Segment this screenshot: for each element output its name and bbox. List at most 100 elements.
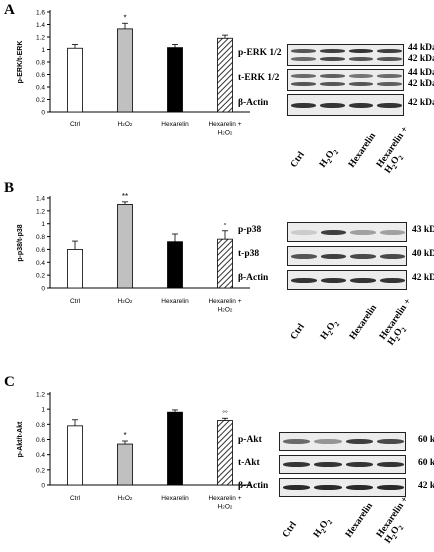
blot-strip xyxy=(279,478,406,497)
bar-3 xyxy=(167,241,183,289)
akt-bar-chart: 0 0.2 0.4 0.6 0.8 1 1.2 p-Akt/t-Akt Ctrl * H2O2 Hex… xyxy=(17,392,250,511)
category-label: Hexarelin xyxy=(161,121,189,128)
bar-4 xyxy=(217,238,233,289)
y-tick-label: 1.2 xyxy=(36,392,45,399)
blot-row-label: β-Actin xyxy=(238,98,269,108)
bar-3 xyxy=(167,47,183,113)
significance-mark: ° xyxy=(224,222,227,230)
y-tick-label: 1.6 xyxy=(36,10,45,17)
category-label: Ctrl xyxy=(70,495,81,502)
significance-mark: °° xyxy=(222,409,228,417)
kda-label: 44 kDa xyxy=(408,68,434,78)
panel-a: A 0 0.2 0.4 0.6 0.8 1 1.2 1.4 1.6 p-ERK/t-ERK Ctrl… xyxy=(0,0,434,180)
lane-label: Hexarelin + H2O2 xyxy=(374,494,411,546)
y-axis-label: p-ERK/t-ERK xyxy=(17,41,24,84)
kda-label: 43 kDa xyxy=(412,225,434,235)
category-label: Hexarelin + H2O2 xyxy=(208,121,241,137)
blot-band xyxy=(291,81,316,86)
blot-band xyxy=(379,229,405,235)
blot-strip xyxy=(279,432,406,451)
category-label: H2O2 xyxy=(118,495,133,502)
blot-band xyxy=(320,277,346,283)
bar-2 xyxy=(117,443,133,486)
blot-band xyxy=(379,253,405,259)
y-tick-label: 1.4 xyxy=(36,22,45,29)
y-tick-label: 0.6 xyxy=(36,247,45,254)
p38-western-blot: p-p38 43 kDa t-p38 40 kDa β-Actin 42 kDa Ctrl H… xyxy=(232,222,434,347)
category-label: Hexarelin + H2O2 xyxy=(208,298,241,314)
blot-row-label: p-ERK 1/2 xyxy=(238,48,282,58)
y-tick-label: 1 xyxy=(41,407,45,414)
blot-band xyxy=(377,56,402,61)
panel-letter: B xyxy=(4,180,15,196)
significance-mark: ** xyxy=(122,192,128,201)
y-tick-label: 1 xyxy=(41,47,45,54)
panel-b: B 0 0.2 0.4 0.6 0.8 1 1.2 1.4 p-p38/t-p38 Ctrl ** H… xyxy=(0,178,434,356)
blot-band xyxy=(377,49,402,53)
lane-label: Hexarelin + H2O2 xyxy=(375,124,411,176)
kda-label: 42 kDa xyxy=(408,98,434,108)
lane-label: Ctrl xyxy=(289,322,307,342)
bar-3 xyxy=(167,411,183,486)
blot-band xyxy=(379,277,405,283)
bar-4 xyxy=(217,420,233,486)
lane-label: Hexarelin xyxy=(343,501,375,540)
blot-band xyxy=(291,102,316,108)
blot-band xyxy=(348,56,374,61)
blot-row-label: p-p38 xyxy=(238,225,262,235)
blot-band xyxy=(291,49,316,53)
lane-label: H2O2 xyxy=(312,518,335,540)
blot-row-label: t-p38 xyxy=(238,249,260,259)
bar-2 xyxy=(117,204,133,289)
blot-band xyxy=(283,439,311,444)
lane-label: Ctrl xyxy=(289,150,307,170)
y-tick-label: 1.4 xyxy=(36,196,45,203)
significance-mark: * xyxy=(123,13,126,22)
lane-label: H2O2 xyxy=(318,320,341,342)
y-tick-label: 0.4 xyxy=(36,452,45,459)
category-label: Ctrl xyxy=(70,298,81,305)
panel-letter: C xyxy=(4,374,15,390)
y-tick-label: 0 xyxy=(41,286,45,293)
kda-label: 40 kDa xyxy=(412,249,434,259)
blot-band xyxy=(314,462,342,467)
erk-western-blot: p-ERK 1/2 44 kDa 42 kDa t-ERK 1/2 44 kDa 42 k… xyxy=(232,43,434,175)
blot-band xyxy=(348,74,374,78)
y-tick-label: 1.2 xyxy=(36,208,45,215)
blot-band xyxy=(291,229,317,235)
blot-band xyxy=(283,462,311,467)
kda-label: 60 kDa xyxy=(418,457,434,468)
y-tick-label: 0 xyxy=(41,110,45,117)
panel-letter: A xyxy=(4,2,15,18)
y-tick-label: 0.8 xyxy=(36,422,45,429)
blot-band xyxy=(320,229,346,235)
kda-label: 42 kDa xyxy=(418,480,434,491)
kda-label: 42 kDa xyxy=(408,54,434,64)
y-tick-label: 0.4 xyxy=(36,85,45,92)
blot-strip xyxy=(287,94,404,116)
significance-mark: * xyxy=(123,431,126,440)
y-axis-label: p-Akt/t-Akt xyxy=(17,421,24,457)
bar-1 xyxy=(67,425,83,486)
blot-band xyxy=(377,81,402,86)
blot-band xyxy=(345,439,373,444)
blot-band xyxy=(350,253,376,259)
category-label: H2O2 xyxy=(118,298,133,305)
kda-label: 44 kDa xyxy=(408,43,434,53)
lane-label: Ctrl xyxy=(281,520,299,540)
category-label: Hexarelin + H2O2 xyxy=(208,495,241,511)
y-tick-label: 0.2 xyxy=(36,97,45,104)
akt-western-blot: p-Akt 60 kDa t-Akt 60 kDa β-Actin 42 kDa Ctrl H… xyxy=(232,432,434,552)
y-tick-label: 0.2 xyxy=(36,467,45,474)
blot-band xyxy=(376,462,404,467)
y-tick-label: 0.6 xyxy=(36,437,45,444)
erk-bar-chart: 0 0.2 0.4 0.6 0.8 1 1.2 1.4 1.6 p-ERK/t-ERK Ctrl * H… xyxy=(17,10,250,137)
y-tick-label: 1.2 xyxy=(36,35,45,42)
bar-1 xyxy=(67,47,83,113)
blot-strip xyxy=(279,455,406,474)
blot-band xyxy=(345,485,373,490)
blot-band xyxy=(348,81,374,86)
blot-band xyxy=(319,49,345,53)
category-label: H2O2 xyxy=(118,121,133,128)
blot-band xyxy=(314,485,342,490)
